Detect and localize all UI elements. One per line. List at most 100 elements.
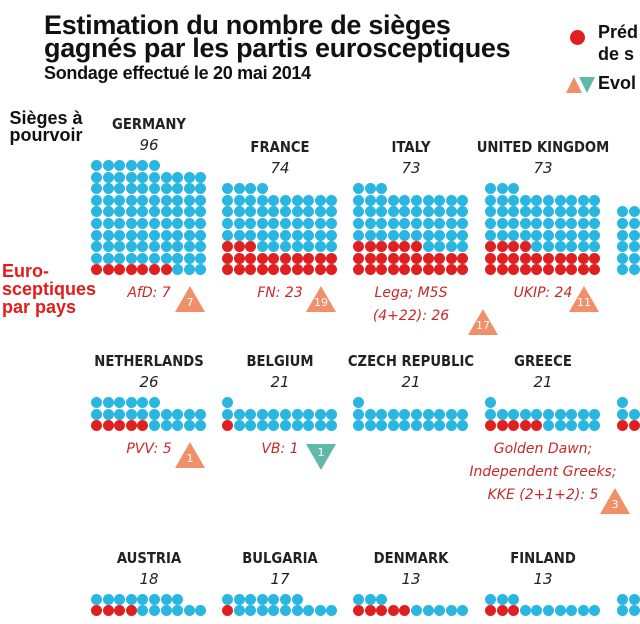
- country-name: FRANCE: [250, 138, 310, 157]
- eurosceptic-seat-dot: [280, 264, 291, 276]
- eurosceptic-seat-dot: [91, 420, 102, 432]
- seat-dot: [399, 229, 411, 241]
- eurosceptic-seat-dot: [577, 264, 589, 276]
- seat-dot: [195, 218, 207, 229]
- seat-dot: [114, 160, 126, 171]
- seat-dot: [245, 206, 257, 218]
- seat-dot: [160, 241, 172, 253]
- seat-dot: [91, 408, 102, 420]
- seat-dot: [233, 605, 245, 617]
- seat-dot: [137, 408, 149, 420]
- eurosceptic-seat-dot: [566, 252, 578, 264]
- seat-dot: [222, 593, 233, 605]
- country-name: S: [587, 549, 640, 567]
- country-name: BULGARIA: [242, 548, 318, 567]
- seat-dot: [445, 408, 457, 420]
- eurosceptic-seat-dot: [376, 241, 388, 253]
- seat-dot: [183, 264, 195, 276]
- seat-dot: [577, 408, 589, 420]
- seat-dot: [195, 605, 207, 617]
- country-name: ITALY: [391, 138, 431, 157]
- seat-dot: [91, 160, 102, 171]
- eurosceptic-seat-dot: [291, 252, 303, 264]
- legend-line-1: Préd: [598, 22, 639, 42]
- seat-dot: [577, 229, 589, 241]
- eurosceptic-seat-dot: [364, 264, 376, 276]
- party-label: Lega; M5S (4+22): 26: [372, 285, 450, 324]
- seat-dot: [364, 593, 376, 605]
- country-name: FINLAND: [510, 548, 576, 567]
- seat-dot: [172, 420, 184, 432]
- eurosceptic-seat-dot: [114, 420, 126, 432]
- seat-dot: [125, 593, 137, 605]
- eurosceptic-seat-dot: [137, 264, 149, 276]
- seat-dot: [411, 420, 422, 432]
- seat-dot: [183, 408, 195, 420]
- seat-dot: [617, 593, 628, 605]
- seat-dot: [485, 183, 496, 195]
- eurosceptic-seat-dot: [326, 252, 338, 264]
- seat-dot: [589, 241, 601, 253]
- party-label: UKIP: 24: [513, 285, 573, 301]
- seat-dot: [256, 206, 268, 218]
- eurosceptic-seat-dot: [485, 605, 496, 617]
- seat-dot: [149, 183, 160, 195]
- seat-dot: [628, 229, 640, 241]
- seat-dot: [566, 605, 578, 617]
- seat-dot: [422, 420, 434, 432]
- seat-dot: [195, 194, 207, 206]
- seat-dot: [457, 229, 469, 241]
- eurosceptic-seat-dot: [353, 252, 364, 264]
- seat-dot: [183, 420, 195, 432]
- seat-dot: [160, 420, 172, 432]
- seat-dot: [589, 206, 601, 218]
- seat-dot: [303, 218, 315, 229]
- seat-dot: [195, 264, 207, 276]
- country-name: GERMANY: [112, 115, 186, 133]
- seat-dot: [589, 194, 601, 206]
- seat-dot: [102, 229, 114, 241]
- seat-dot: [114, 171, 126, 183]
- eurosceptic-seat-dot: [256, 264, 268, 276]
- eurosceptic-seat-dot: [445, 252, 457, 264]
- seat-dot: [183, 194, 195, 206]
- seat-dot: [364, 218, 376, 229]
- change-up-triangle-icon: 7: [175, 286, 205, 312]
- party-label: FN: 23: [257, 285, 303, 301]
- seat-dot: [245, 420, 257, 432]
- eurosceptic-seat-dot: [399, 264, 411, 276]
- eurosceptic-seat-dot: [589, 252, 601, 264]
- seat-dot: [256, 593, 268, 605]
- seat-dot: [422, 218, 434, 229]
- seat-dot: [485, 218, 496, 229]
- seat-dot: [256, 241, 268, 253]
- eurosceptic-seat-dot: [496, 605, 508, 617]
- seat-dot: [102, 194, 114, 206]
- change-value: 11: [577, 296, 591, 309]
- seat-dot: [353, 397, 364, 409]
- seat-dot: [508, 206, 520, 218]
- legend-line-2: de s: [598, 44, 635, 64]
- seat-dot: [376, 218, 388, 229]
- seat-dot: [376, 194, 388, 206]
- eurosceptic-seat-dot: [376, 605, 388, 617]
- seat-dot: [519, 194, 531, 206]
- eurosceptic-seat-dot: [245, 252, 257, 264]
- seat-dot: [256, 194, 268, 206]
- party-label: VB: 1: [261, 441, 299, 457]
- eurosceptic-seat-dot: [268, 264, 280, 276]
- seat-dot: [314, 241, 326, 253]
- eurosceptic-seat-dot: [566, 264, 578, 276]
- seat-dot: [353, 218, 364, 229]
- seat-dot: [291, 206, 303, 218]
- seat-dot: [543, 408, 554, 420]
- seat-dot: [114, 397, 126, 409]
- seat-dot: [280, 218, 291, 229]
- chart-subtitle: Sondage effectué le 20 mai 2014: [44, 63, 311, 83]
- seat-dot: [256, 218, 268, 229]
- seat-dot: [303, 229, 315, 241]
- seat-dot: [554, 229, 566, 241]
- change-value: 7: [186, 296, 194, 309]
- eurosceptic-seat-dot: [137, 420, 149, 432]
- seat-dot: [543, 420, 554, 432]
